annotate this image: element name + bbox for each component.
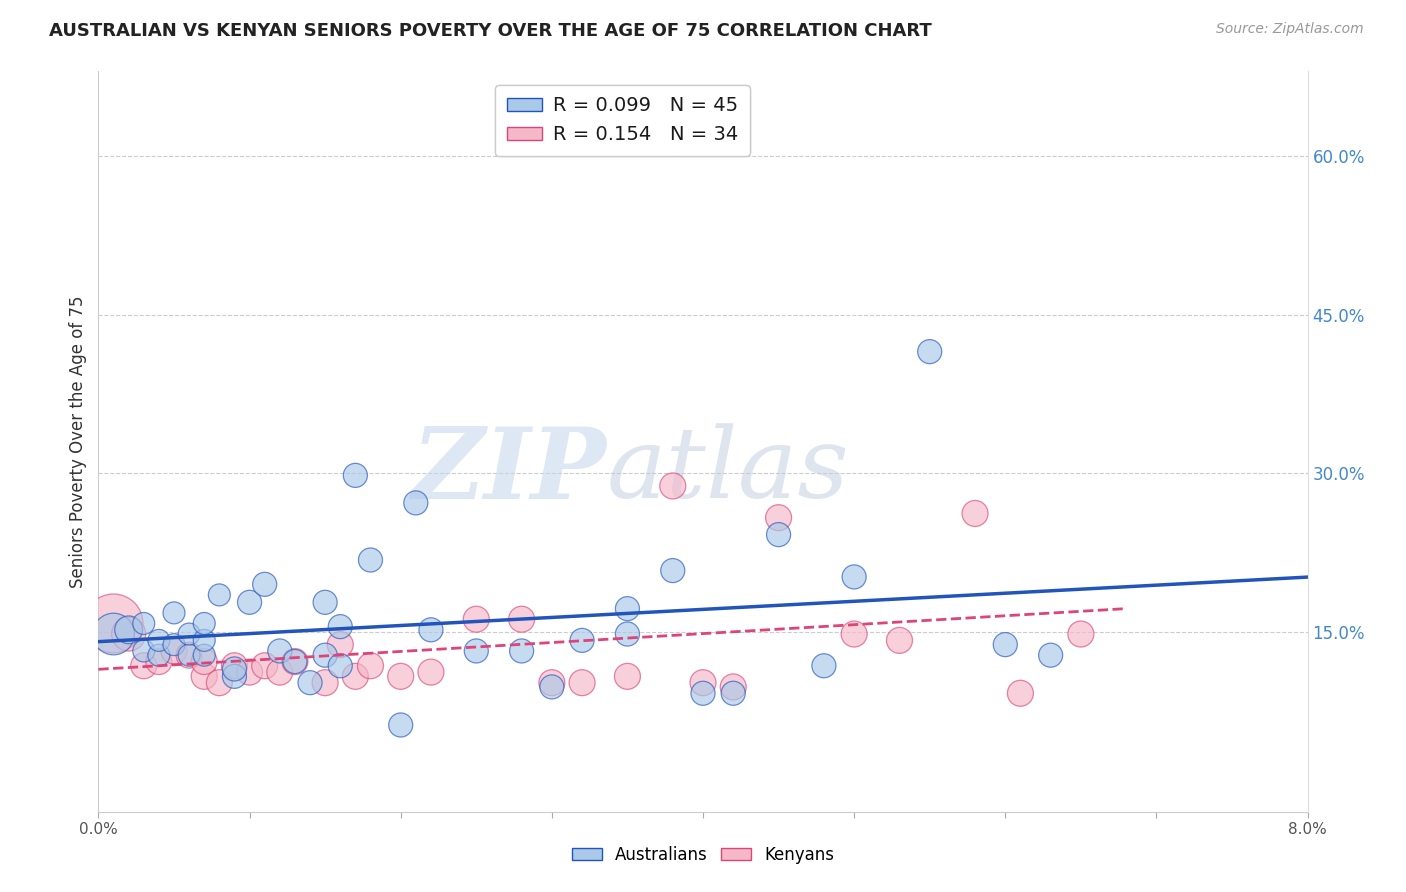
- Point: [329, 658, 352, 673]
- Point: [208, 675, 231, 690]
- Point: [844, 627, 866, 641]
- Point: [1010, 686, 1032, 700]
- Point: [103, 616, 125, 631]
- Point: [768, 527, 790, 541]
- Point: [420, 623, 443, 637]
- Point: [132, 658, 155, 673]
- Point: [329, 619, 352, 633]
- Point: [360, 553, 382, 567]
- Text: Source: ZipAtlas.com: Source: ZipAtlas.com: [1216, 22, 1364, 37]
- Point: [132, 644, 155, 658]
- Point: [465, 644, 488, 658]
- Point: [389, 669, 412, 683]
- Point: [284, 655, 307, 669]
- Point: [193, 616, 215, 631]
- Point: [616, 627, 638, 641]
- Point: [405, 496, 427, 510]
- Point: [239, 665, 262, 679]
- Point: [118, 627, 141, 641]
- Point: [179, 627, 201, 641]
- Point: [918, 344, 941, 359]
- Point: [420, 665, 443, 679]
- Point: [344, 468, 367, 483]
- Legend: Australians, Kenyans: Australians, Kenyans: [565, 839, 841, 871]
- Point: [148, 655, 170, 669]
- Point: [193, 633, 215, 648]
- Point: [224, 669, 246, 683]
- Point: [692, 686, 714, 700]
- Point: [269, 644, 291, 658]
- Point: [193, 655, 215, 669]
- Point: [224, 662, 246, 676]
- Point: [360, 658, 382, 673]
- Point: [344, 669, 367, 683]
- Point: [253, 658, 276, 673]
- Point: [768, 510, 790, 524]
- Point: [329, 638, 352, 652]
- Point: [1039, 648, 1062, 663]
- Text: AUSTRALIAN VS KENYAN SENIORS POVERTY OVER THE AGE OF 75 CORRELATION CHART: AUSTRALIAN VS KENYAN SENIORS POVERTY OVE…: [49, 22, 932, 40]
- Point: [965, 507, 987, 521]
- Point: [616, 669, 638, 683]
- Point: [163, 606, 186, 620]
- Point: [389, 718, 412, 732]
- Point: [314, 648, 336, 663]
- Point: [723, 686, 745, 700]
- Point: [510, 612, 533, 626]
- Point: [148, 648, 170, 663]
- Point: [208, 588, 231, 602]
- Point: [299, 675, 322, 690]
- Legend: R = 0.099   N = 45, R = 0.154   N = 34: R = 0.099 N = 45, R = 0.154 N = 34: [495, 85, 751, 156]
- Point: [193, 669, 215, 683]
- Point: [1070, 627, 1092, 641]
- Point: [103, 627, 125, 641]
- Point: [571, 675, 593, 690]
- Point: [813, 658, 835, 673]
- Point: [510, 644, 533, 658]
- Point: [692, 675, 714, 690]
- Point: [314, 595, 336, 609]
- Text: ZIP: ZIP: [412, 423, 606, 519]
- Point: [253, 577, 276, 591]
- Text: atlas: atlas: [606, 424, 849, 519]
- Point: [179, 648, 201, 663]
- Point: [179, 648, 201, 663]
- Point: [314, 675, 336, 690]
- Point: [889, 633, 911, 648]
- Point: [239, 595, 262, 609]
- Point: [994, 638, 1017, 652]
- Point: [224, 658, 246, 673]
- Point: [661, 564, 683, 578]
- Point: [540, 680, 562, 694]
- Point: [284, 655, 307, 669]
- Point: [571, 633, 593, 648]
- Point: [540, 675, 562, 690]
- Y-axis label: Seniors Poverty Over the Age of 75: Seniors Poverty Over the Age of 75: [69, 295, 87, 588]
- Point: [193, 648, 215, 663]
- Point: [723, 680, 745, 694]
- Point: [163, 644, 186, 658]
- Point: [118, 623, 141, 637]
- Point: [148, 633, 170, 648]
- Point: [661, 479, 683, 493]
- Point: [465, 612, 488, 626]
- Point: [269, 665, 291, 679]
- Point: [163, 638, 186, 652]
- Point: [616, 601, 638, 615]
- Point: [844, 570, 866, 584]
- Point: [132, 616, 155, 631]
